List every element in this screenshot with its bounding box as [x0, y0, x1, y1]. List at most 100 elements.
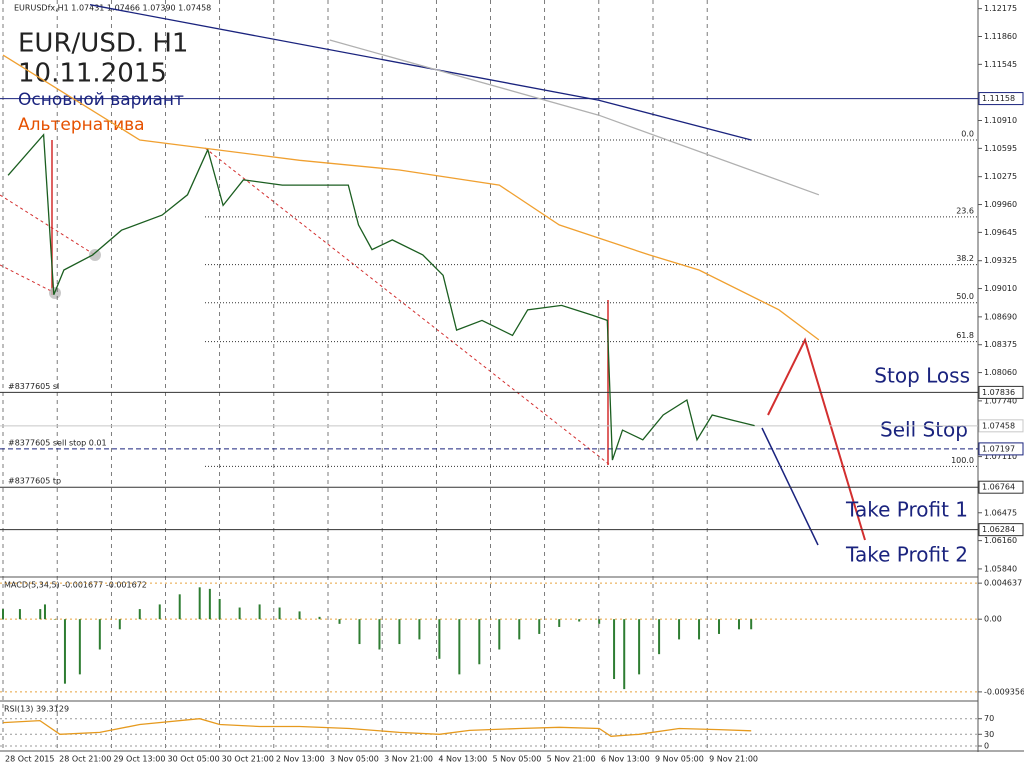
y-tick-label: 1.08060 — [984, 368, 1017, 377]
x-tick-label: 9 Nov 21:00 — [709, 755, 758, 764]
fibo-label: 100.0 — [951, 456, 974, 465]
price-box-label: 1.06284 — [982, 525, 1015, 534]
histogram-bar — [458, 619, 461, 675]
fibo-label: 38.2 — [956, 254, 974, 263]
histogram-bar — [198, 587, 201, 620]
price-box — [978, 480, 1024, 494]
y-tick-label: 1.09960 — [984, 200, 1017, 209]
histogram-bar — [623, 619, 626, 690]
histogram-bar — [578, 619, 581, 622]
price-box-label: 1.11158 — [982, 94, 1015, 103]
y-tick-label: 1.09325 — [984, 256, 1017, 265]
fibo-label: 23.6 — [956, 206, 974, 215]
price-box — [978, 92, 1024, 106]
series-line — [2, 718, 752, 737]
y-tick-label: 1.07740 — [984, 396, 1017, 405]
price-box — [978, 523, 1024, 537]
histogram-bar — [678, 619, 681, 640]
histogram-bar — [2, 609, 4, 620]
alt-path — [767, 337, 866, 541]
histogram-bar — [39, 609, 42, 620]
annotation: Sell Stop — [880, 418, 968, 442]
histogram-bar — [218, 598, 221, 620]
y-tick-label: 1.09645 — [984, 228, 1017, 237]
series-line — [7, 133, 755, 461]
x-tick-label: 29 Oct 13:00 — [113, 755, 165, 764]
y-tick-label: 1.08375 — [984, 340, 1017, 349]
price-box-label: 1.07197 — [982, 444, 1015, 453]
y-tick-label: 30 — [984, 730, 994, 739]
histogram-bar — [438, 619, 441, 659]
histogram-bar — [538, 619, 541, 634]
histogram-bar — [208, 588, 211, 620]
y-tick-label: 1.10275 — [984, 172, 1017, 181]
y-tick-label: 1.05840 — [984, 564, 1017, 573]
y-tick-label: 1.12175 — [984, 4, 1017, 13]
histogram-bar — [358, 619, 361, 645]
x-tick-label: 30 Oct 05:00 — [168, 755, 220, 764]
x-tick-label: 3 Nov 21:00 — [384, 755, 433, 764]
y-tick-label: 1.06475 — [984, 508, 1017, 517]
y-tick-label: 1.11860 — [984, 32, 1017, 41]
histogram-bar — [698, 619, 701, 640]
histogram-bar — [638, 619, 641, 675]
histogram-bar — [718, 619, 721, 634]
annotation: 10.11.2015 — [18, 59, 167, 89]
x-tick-label: 5 Nov 05:00 — [493, 755, 542, 764]
histogram-bar — [158, 604, 161, 620]
histogram-bar — [43, 604, 46, 620]
symbol-header: EURUSDfx,H1 1.07431 1.07466 1.07390 1.07… — [14, 4, 211, 13]
x-tick-label: 5 Nov 21:00 — [547, 755, 596, 764]
y-tick-label: 1.09010 — [984, 284, 1017, 293]
fibo-label: 61.8 — [956, 331, 974, 340]
price-box-label: 1.07836 — [982, 388, 1015, 397]
y-tick-label: 1.10910 — [984, 116, 1017, 125]
y-tick-label: 0.00 — [984, 615, 1002, 624]
rsi-header: RSI(13) 39.3129 — [4, 705, 69, 714]
histogram-bar — [518, 619, 521, 640]
histogram-bar — [737, 619, 740, 630]
histogram-bar — [238, 607, 241, 620]
histogram-bar — [98, 619, 101, 650]
histogram-bar — [378, 619, 381, 650]
fibo-label: 50.0 — [956, 292, 974, 301]
y-tick-label: 1.06160 — [984, 536, 1017, 545]
x-tick-label: 6 Nov 13:00 — [601, 755, 650, 764]
x-tick-label: 4 Nov 13:00 — [438, 755, 487, 764]
histogram-bar — [338, 619, 341, 624]
y-tick-label: 1.07110 — [984, 452, 1017, 461]
histogram-bar — [478, 619, 481, 665]
series-line — [2, 54, 820, 341]
annotation: Take Profit 2 — [845, 543, 968, 567]
x-tick-label: 28 Oct 2015 — [5, 755, 54, 764]
histogram-bar — [78, 619, 81, 675]
annotation: Stop Loss — [874, 364, 970, 388]
y-tick-label: 0.004637 — [984, 579, 1022, 588]
annotation: Take Profit 1 — [845, 498, 968, 522]
x-tick-label: 2 Nov 13:00 — [276, 755, 325, 764]
annotation: EUR/USD. H1 — [18, 29, 188, 59]
y-tick-label: 1.10595 — [984, 144, 1017, 153]
histogram-bar — [53, 619, 56, 620]
trend-line — [0, 194, 96, 256]
main-path — [761, 427, 819, 546]
order-tag: #8377605 tp — [8, 477, 61, 486]
y-tick-label: -0.009356 — [984, 687, 1024, 696]
annotation: Основной вариант — [18, 90, 184, 110]
trend-line — [0, 264, 56, 294]
histogram-bar — [63, 619, 66, 684]
trend-line — [204, 147, 611, 466]
price-box — [978, 419, 1024, 433]
x-tick-label: 28 Oct 21:00 — [59, 755, 111, 764]
price-box-label: 1.06764 — [982, 483, 1015, 492]
histogram-bar — [258, 604, 261, 620]
x-tick-label: 9 Nov 05:00 — [655, 755, 704, 764]
marker — [89, 249, 101, 261]
order-tag: #8377605 sl — [8, 382, 59, 391]
histogram-bar — [418, 619, 421, 640]
series-line — [329, 39, 820, 196]
histogram-bar — [750, 619, 753, 630]
price-box — [978, 442, 1024, 456]
histogram-bar — [118, 619, 121, 630]
